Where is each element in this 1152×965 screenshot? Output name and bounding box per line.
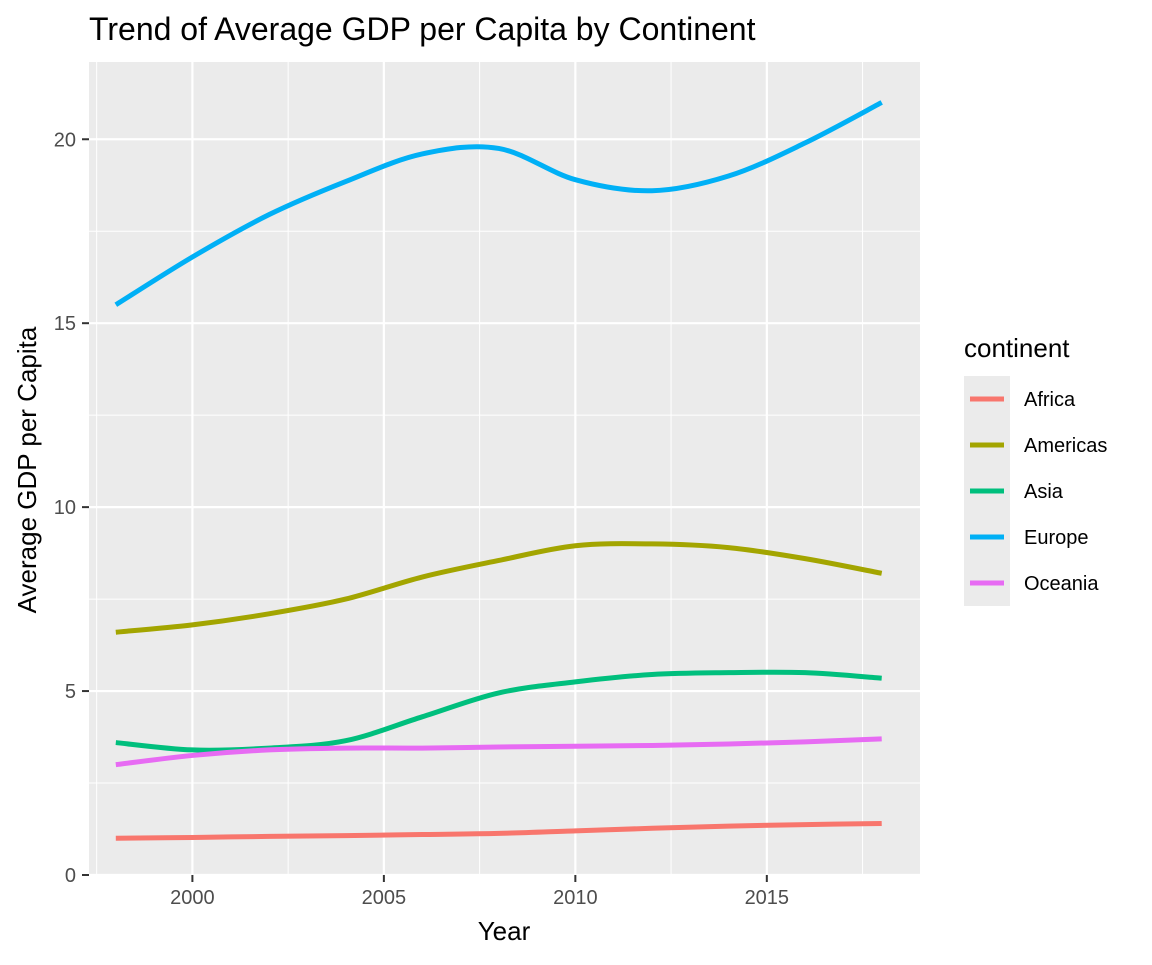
legend-label-asia: Asia [1024, 481, 1064, 503]
series-line-europe [114, 100, 883, 307]
x-tick-label: 2005 [362, 887, 407, 909]
y-axis-title: Average GDP per Capita [12, 326, 42, 613]
axes: 2000 2005 2010 2015 0 5 10 15 20 [54, 129, 789, 909]
legend-label-americas: Americas [1024, 435, 1107, 457]
y-tick-label: 5 [65, 681, 76, 703]
plot-panel [89, 62, 920, 875]
series-line-africa [115, 821, 882, 841]
y-tick-label: 20 [54, 129, 76, 151]
plot-background [89, 62, 920, 875]
x-tick-label: 2000 [170, 887, 215, 909]
legend-label-africa: Africa [1024, 389, 1076, 411]
series-lines [114, 100, 883, 841]
x-tick-label: 2010 [553, 887, 598, 909]
y-tick-label: 15 [54, 313, 76, 335]
x-tick-label: 2015 [745, 887, 790, 909]
legend-label-europe: Europe [1024, 527, 1089, 549]
legend: continent Africa Americas Asia Europe Oceani… [964, 333, 1107, 606]
series-line-oceania [115, 736, 882, 768]
chart-title: Trend of Average GDP per Capita by Conti… [89, 11, 756, 47]
y-tick-label: 0 [65, 865, 76, 887]
series-line-americas [115, 541, 883, 635]
x-axis-title: Year [478, 916, 531, 946]
legend-label-oceania: Oceania [1024, 573, 1099, 595]
legend-title: continent [964, 333, 1070, 363]
y-tick-label: 10 [54, 497, 76, 519]
